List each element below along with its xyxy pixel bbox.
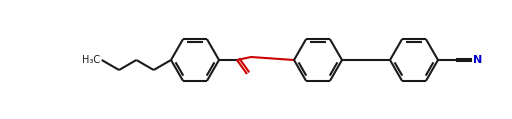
Text: N: N [473,55,482,65]
Text: H₃C: H₃C [81,55,100,65]
